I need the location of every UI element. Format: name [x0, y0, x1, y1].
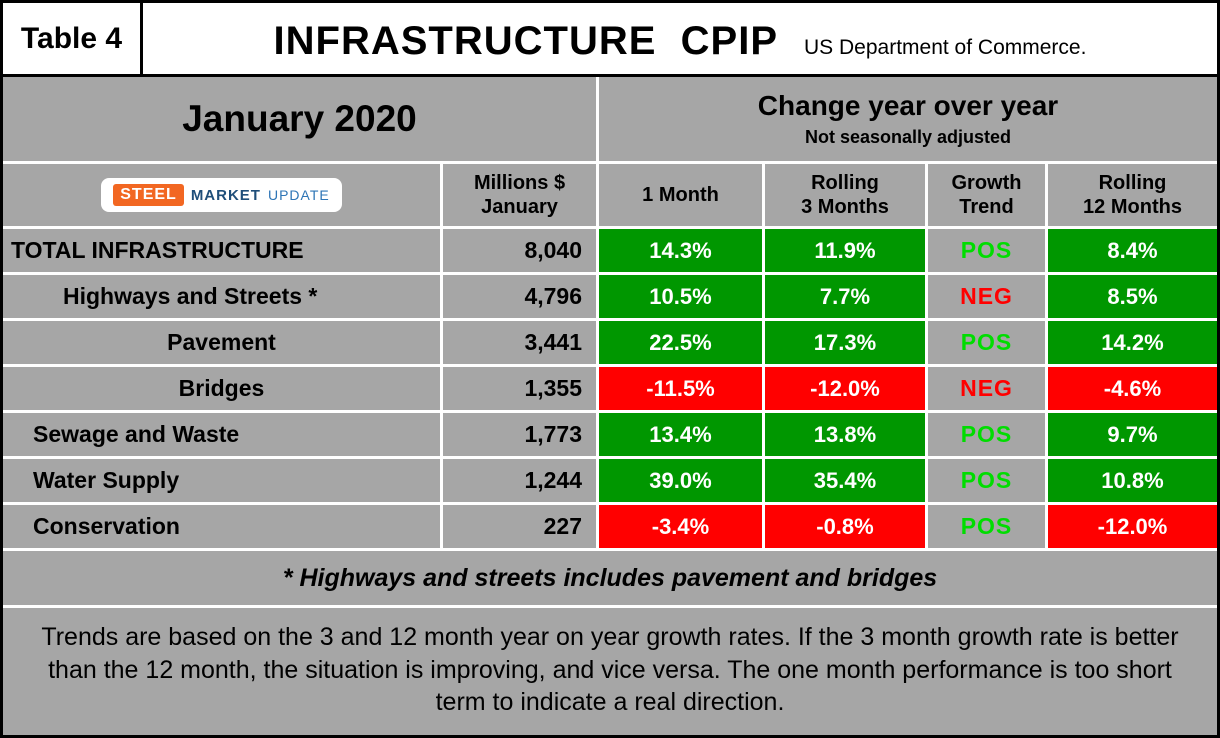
column-header-line: 12 Months: [1083, 196, 1182, 218]
column-header-1month: 1 Month: [599, 164, 762, 226]
page-subtitle: US Department of Commerce.: [804, 36, 1087, 59]
cell-rolling12: -12.0%: [1048, 505, 1217, 548]
table-number-label: Table 4: [3, 3, 143, 74]
column-header-rolling3: Rolling 3 Months: [765, 164, 925, 226]
logo-text-market: MARKET: [190, 186, 261, 204]
cell-growth-trend: POS: [928, 321, 1045, 364]
cell-rolling12: 10.8%: [1048, 459, 1217, 502]
cell-1month: -11.5%: [599, 367, 762, 410]
cell-1month: 14.3%: [599, 229, 762, 272]
cell-rolling3: -0.8%: [765, 505, 925, 548]
logo-cell: STEEL MARKET UPDATE: [3, 164, 440, 226]
column-header-line: Rolling: [811, 172, 879, 194]
cell-rolling3: 7.7%: [765, 275, 925, 318]
footnote: * Highways and streets includes pavement…: [3, 551, 1217, 605]
row-value-millions: 4,796: [443, 275, 596, 318]
change-header: Change year over year Not seasonally adj…: [599, 77, 1217, 161]
steel-market-update-logo: STEEL MARKET UPDATE: [101, 178, 342, 212]
column-header-line: Rolling: [1098, 172, 1167, 194]
cell-growth-trend: NEG: [928, 367, 1045, 410]
header-band: Table 4 INFRASTRUCTURE CPIP US Departmen…: [3, 3, 1217, 77]
row-label: Pavement: [3, 321, 440, 364]
column-header-growth-trend: Growth Trend: [928, 164, 1045, 226]
cell-1month: 10.5%: [599, 275, 762, 318]
cell-growth-trend: POS: [928, 229, 1045, 272]
column-header-line: Trend: [959, 196, 1014, 218]
cell-1month: 13.4%: [599, 413, 762, 456]
cell-growth-trend: POS: [928, 505, 1045, 548]
row-label: TOTAL INFRASTRUCTURE: [3, 229, 440, 272]
column-header-millions: Millions $ January: [443, 164, 596, 226]
cell-1month: 22.5%: [599, 321, 762, 364]
row-label: Conservation: [3, 505, 440, 548]
column-header-line: Millions $: [473, 172, 566, 194]
cell-rolling3: -12.0%: [765, 367, 925, 410]
row-label: Highways and Streets *: [3, 275, 440, 318]
cell-growth-trend: POS: [928, 413, 1045, 456]
cell-growth-trend: NEG: [928, 275, 1045, 318]
logo-text-update: UPDATE: [267, 187, 330, 203]
row-label: Sewage and Waste: [3, 413, 440, 456]
page-title: INFRASTRUCTURE CPIP: [273, 19, 778, 63]
row-value-millions: 3,441: [443, 321, 596, 364]
column-header-rolling12: Rolling 12 Months: [1048, 164, 1217, 226]
column-header-line: Growth: [951, 172, 1022, 194]
cell-rolling3: 13.8%: [765, 413, 925, 456]
cell-rolling12: 8.4%: [1048, 229, 1217, 272]
row-value-millions: 227: [443, 505, 596, 548]
column-header-line: January: [481, 196, 558, 218]
row-label: Water Supply: [3, 459, 440, 502]
row-value-millions: 1,773: [443, 413, 596, 456]
logo-text-steel: STEEL: [113, 184, 184, 206]
change-subtitle: Not seasonally adjusted: [804, 127, 1012, 147]
change-title: Change year over year: [757, 90, 1059, 121]
column-header-line: 3 Months: [801, 196, 889, 218]
row-value-millions: 8,040: [443, 229, 596, 272]
cell-rolling12: 14.2%: [1048, 321, 1217, 364]
cell-rolling12: 8.5%: [1048, 275, 1217, 318]
cell-1month: 39.0%: [599, 459, 762, 502]
row-value-millions: 1,244: [443, 459, 596, 502]
cell-1month: -3.4%: [599, 505, 762, 548]
cell-rolling3: 17.3%: [765, 321, 925, 364]
cell-rolling12: -4.6%: [1048, 367, 1217, 410]
trend-explanation-note: Trends are based on the 3 and 12 month y…: [3, 608, 1217, 732]
cell-rolling3: 35.4%: [765, 459, 925, 502]
cell-growth-trend: POS: [928, 459, 1045, 502]
cell-rolling3: 11.9%: [765, 229, 925, 272]
title-wrap: INFRASTRUCTURE CPIP US Department of Com…: [143, 3, 1217, 74]
period-label: January 2020: [3, 77, 596, 161]
row-value-millions: 1,355: [443, 367, 596, 410]
row-label: Bridges: [3, 367, 440, 410]
data-table: January 2020 Change year over year Not s…: [3, 77, 1217, 732]
cell-rolling12: 9.7%: [1048, 413, 1217, 456]
column-header-line: 1 Month: [642, 184, 719, 206]
